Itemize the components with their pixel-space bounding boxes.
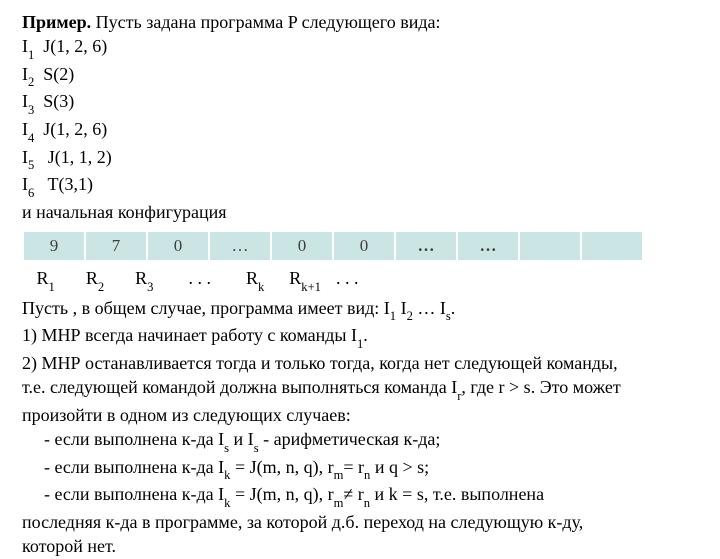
intro-line: Пример. Пусть задана программа P следующ… [22, 10, 698, 34]
tape-cell: … [395, 231, 457, 261]
instruction-line: I4 J(1, 2, 6) [22, 117, 698, 145]
case-3: - если выполнена к-да Ik = J(m, n, q), r… [22, 482, 698, 510]
tape-cell: 9 [23, 231, 85, 261]
instruction-line: I5 J(1, 1, 2) [22, 145, 698, 173]
case-1: - если выполнена к-да Is и Is - арифмети… [22, 427, 698, 455]
instruction-line: I1 J(1, 2, 6) [22, 34, 698, 62]
tape-cell [519, 231, 581, 261]
point-2c: произойти в одном из следующих случаев: [22, 403, 698, 427]
tape-cell: 0 [333, 231, 395, 261]
tape-cell: 0 [147, 231, 209, 261]
case-2: - если выполнена к-да Ik = J(m, n, q), r… [22, 455, 698, 483]
case-3c: которой нет. [22, 534, 698, 558]
register-labels: R1 R2 R3 . . . Rk Rk+1 . . . [22, 266, 698, 294]
instruction-line: I2 S(2) [22, 62, 698, 90]
tape-cell: … [209, 231, 271, 261]
instruction-line: I3 S(3) [22, 89, 698, 117]
point-1: 1) МНР всегда начинает работу с команды … [22, 323, 698, 351]
case-3b: последняя к-да в программе, за которой д… [22, 510, 698, 534]
point-2b: т.е. следующей командой должна выполнять… [22, 375, 698, 403]
register-tape: 970…00…… [22, 230, 644, 262]
intro-rest: Пусть задана программа P следующего вида… [91, 12, 440, 32]
instruction-line: I6 T(3,1) [22, 172, 698, 200]
init-conf: и начальная конфигурация [22, 200, 698, 224]
tape-cell: … [457, 231, 519, 261]
tape-cell: 7 [85, 231, 147, 261]
intro-bold: Пример. [22, 12, 91, 32]
tape-cell: 0 [271, 231, 333, 261]
let-line: Пусть , в общем случае, программа имеет … [22, 296, 698, 324]
point-2a: 2) МНР останавливается тогда и только то… [22, 351, 698, 375]
tape-cell [581, 231, 643, 261]
